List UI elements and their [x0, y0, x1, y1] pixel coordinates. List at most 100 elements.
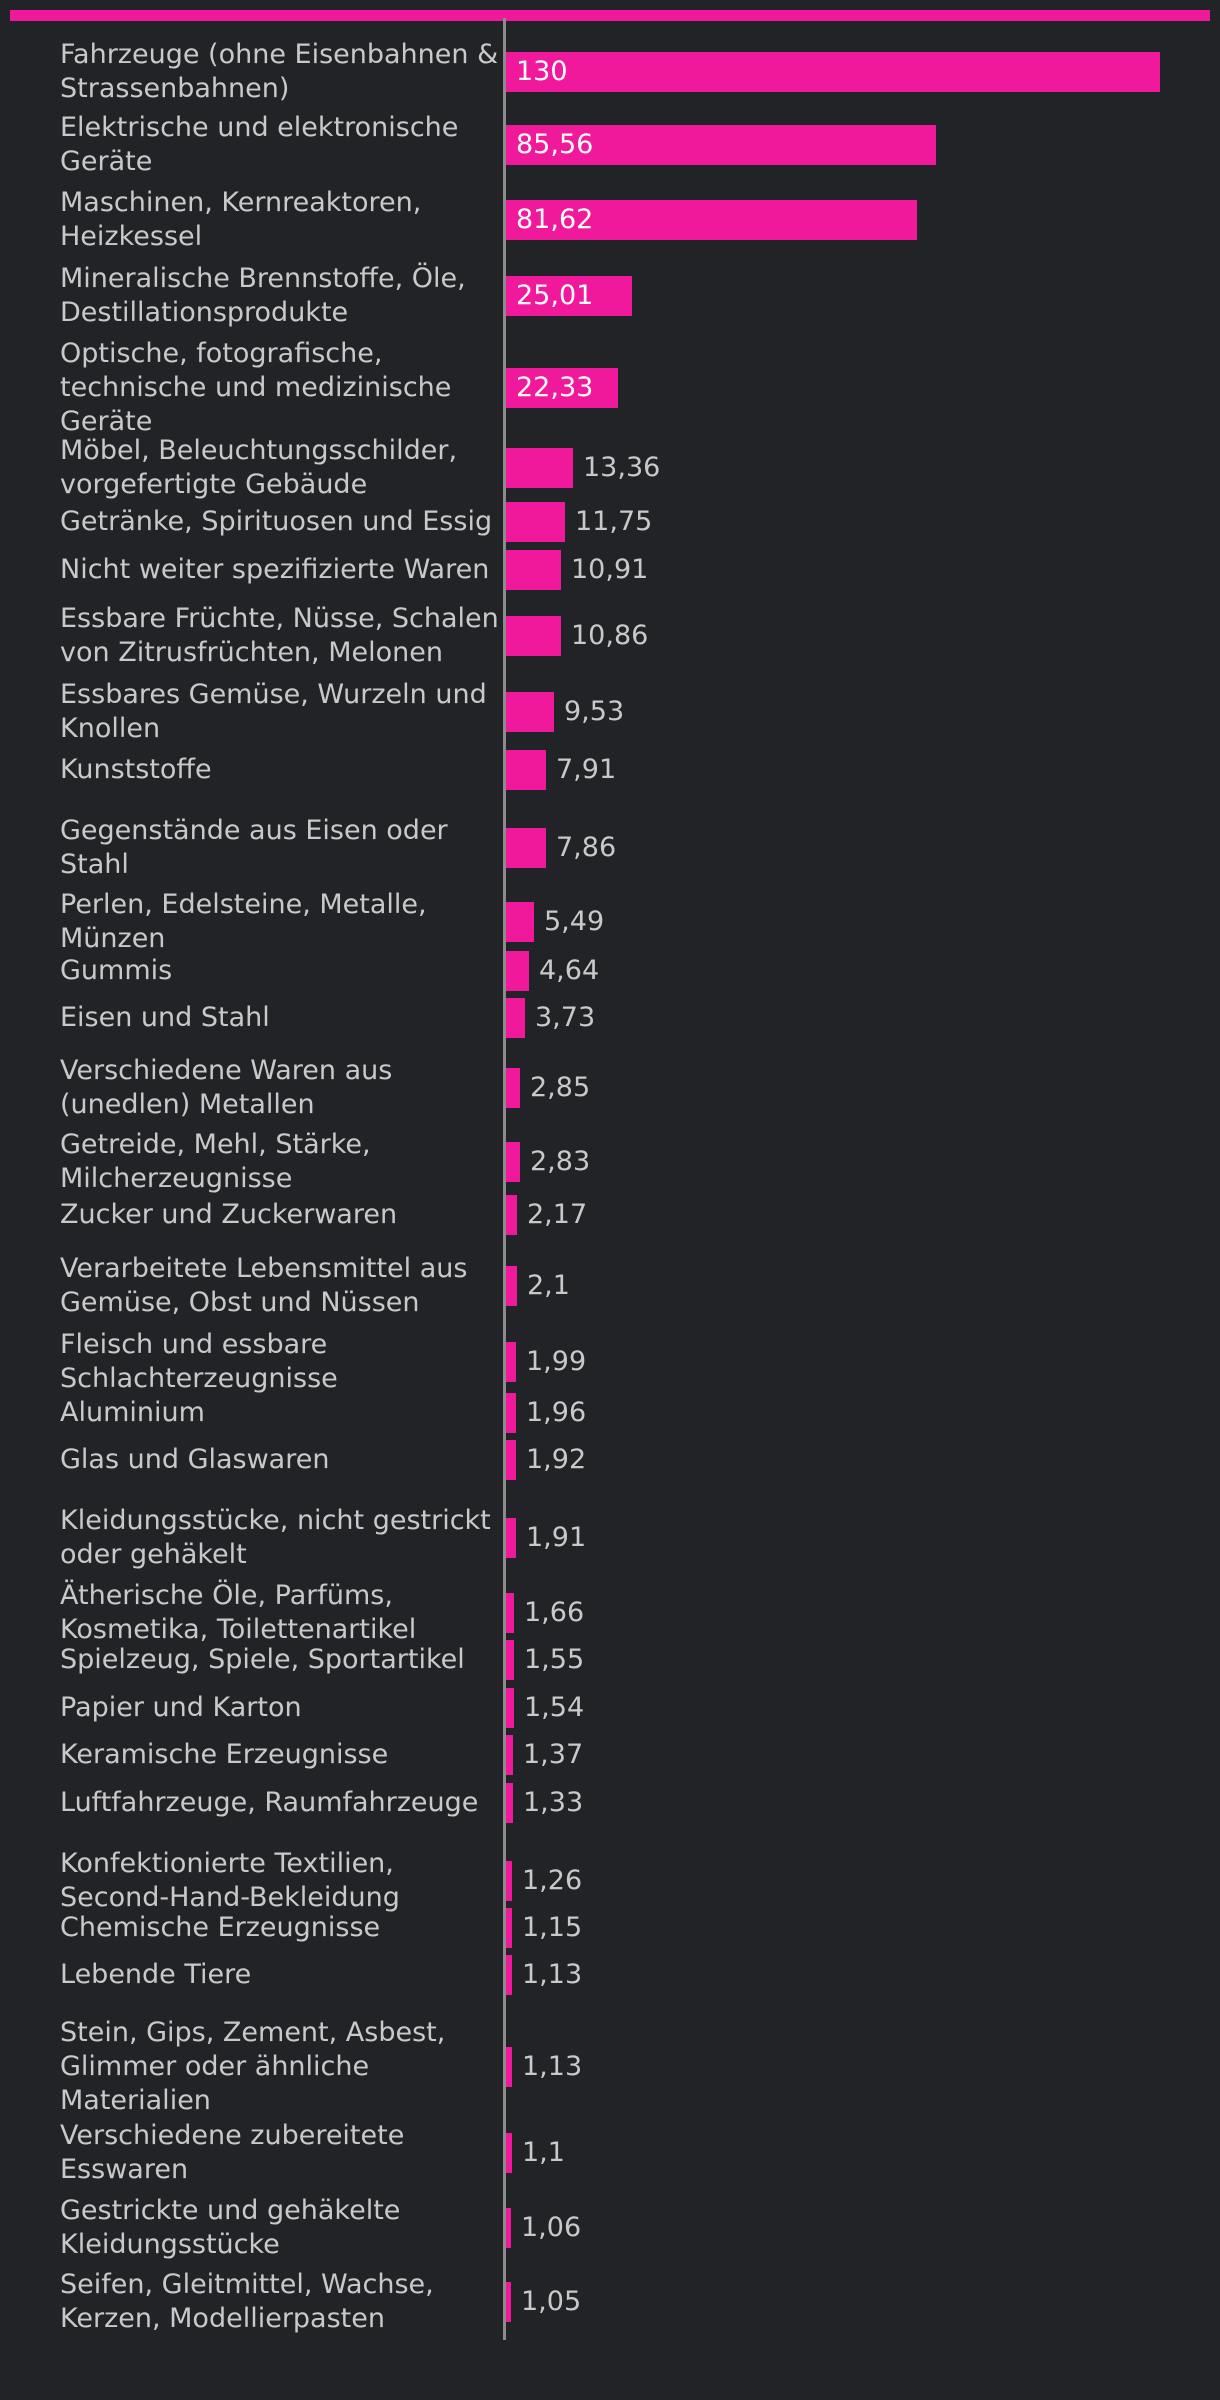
data-label: 1,37 — [523, 1739, 584, 1770]
category-label: Lebende Tiere — [60, 1959, 252, 1990]
data-label: 13,36 — [583, 452, 661, 483]
bar — [506, 902, 534, 942]
data-label: 2,1 — [527, 1270, 570, 1301]
category-label: Eisen und Stahl — [60, 1002, 270, 1033]
data-label: 1,96 — [526, 1397, 587, 1428]
bar — [506, 125, 936, 165]
data-label: 1,13 — [522, 2051, 583, 2082]
category-label: Luftfahrzeuge, Raumfahrzeuge — [60, 1787, 479, 1818]
bar — [506, 1518, 516, 1558]
bar — [506, 1440, 516, 1480]
bar — [506, 692, 554, 732]
data-label: 1,33 — [523, 1787, 584, 1818]
bar — [506, 1640, 514, 1680]
category-label: Keramische Erzeugnisse — [60, 1739, 389, 1770]
data-label: 1,13 — [522, 1959, 583, 1990]
data-label: 85,56 — [516, 129, 594, 160]
category-label: Gummis — [60, 955, 173, 986]
data-label: 1,55 — [524, 1644, 585, 1675]
category-label: Nicht weiter spezifizierte Waren — [60, 554, 490, 585]
category-label: Aluminium — [60, 1397, 205, 1428]
data-label: 1,91 — [526, 1522, 587, 1553]
category-label: Ätherische Öle, Parfüms, Kosmetika, Toil… — [60, 1580, 417, 1645]
bar — [506, 1142, 520, 1182]
bar — [506, 1266, 517, 1306]
bar — [506, 276, 632, 316]
data-label: 1,1 — [522, 2137, 565, 2168]
category-label: Konfektionierte Textilien, Second-Hand-B… — [60, 1848, 400, 1913]
bar — [506, 616, 561, 656]
category-label: Optische, fotografische, technische und … — [60, 338, 452, 437]
data-label: 22,33 — [516, 372, 594, 403]
category-label: Getränke, Spirituosen und Essig — [60, 506, 493, 537]
bar — [506, 951, 529, 991]
category-label: Glas und Glaswaren — [60, 1444, 330, 1475]
data-label: 2,83 — [530, 1146, 591, 1177]
bar — [506, 750, 546, 790]
category-label: Perlen, Edelsteine, Metalle, Münzen — [60, 889, 427, 954]
bar — [506, 1783, 513, 1823]
bar — [506, 448, 573, 488]
bar — [506, 2208, 511, 2248]
data-label: 25,01 — [516, 280, 594, 311]
bar — [506, 1735, 513, 1775]
data-label: 81,62 — [516, 204, 594, 235]
data-label: 10,86 — [571, 620, 649, 651]
bar — [506, 1195, 517, 1235]
category-axis-line — [503, 18, 506, 2340]
category-label: Essbares Gemüse, Wurzeln und Knollen — [60, 679, 487, 744]
category-label: Möbel, Beleuchtungsschilder, vorgefertig… — [60, 435, 458, 500]
bar — [506, 200, 917, 240]
data-label: 1,54 — [524, 1692, 585, 1723]
category-label: Elektrische und elektronische Geräte — [60, 112, 459, 177]
category-label: Maschinen, Kernreaktoren, Heizkessel — [60, 187, 422, 252]
data-label: 1,99 — [526, 1346, 587, 1377]
data-label: 4,64 — [539, 955, 600, 986]
category-label: Essbare Früchte, Nüsse, Schalen von Zitr… — [60, 603, 499, 668]
category-label: Papier und Karton — [60, 1692, 302, 1723]
data-label: 7,86 — [556, 832, 617, 863]
category-label: Fahrzeuge (ohne Eisenbahnen & Strassenba… — [60, 39, 499, 104]
bar — [506, 1908, 512, 1948]
bar — [506, 1955, 512, 1995]
bar — [506, 502, 565, 542]
category-label: Verarbeitete Lebensmittel aus Gemüse, Ob… — [60, 1253, 468, 1318]
data-label: 11,75 — [575, 506, 653, 537]
bar — [506, 2047, 512, 2087]
category-label: Mineralische Brennstoffe, Öle, Destillat… — [60, 263, 466, 328]
bar — [506, 1861, 512, 1901]
data-label: 10,91 — [571, 554, 649, 585]
bar — [506, 550, 561, 590]
category-label: Zucker und Zuckerwaren — [60, 1199, 398, 1230]
bar — [506, 1342, 516, 1382]
category-label: Seifen, Gleitmittel, Wachse, Kerzen, Mod… — [60, 2269, 434, 2334]
bar — [506, 1393, 516, 1433]
bar — [506, 52, 1160, 92]
bar — [506, 1688, 514, 1728]
bar — [506, 828, 546, 868]
category-label: Fleisch und essbare Schlachterzeugnisse — [60, 1329, 338, 1394]
data-label: 1,05 — [521, 2286, 582, 2317]
category-label: Verschiedene zubereitete Esswaren — [60, 2120, 405, 2185]
bar — [506, 1593, 514, 1633]
category-label: Getreide, Mehl, Stärke, Milcherzeugnisse — [60, 1129, 371, 1194]
category-label: Kunststoffe — [60, 754, 212, 785]
data-label: 7,91 — [556, 754, 617, 785]
data-label: 5,49 — [544, 906, 605, 937]
data-label: 2,85 — [530, 1072, 591, 1103]
data-label: 1,15 — [522, 1912, 583, 1943]
category-label: Kleidungsstücke, nicht gestrickt oder ge… — [60, 1505, 491, 1570]
bar — [506, 368, 618, 408]
header-accent-bar — [10, 10, 1210, 21]
data-label: 1,66 — [524, 1597, 585, 1628]
data-label: 2,17 — [527, 1199, 588, 1230]
bar — [506, 1068, 520, 1108]
bar — [506, 2133, 512, 2173]
category-label: Gegenstände aus Eisen oder Stahl — [60, 815, 448, 880]
data-label: 1,26 — [522, 1865, 583, 1896]
data-label: 9,53 — [564, 696, 625, 727]
data-label: 1,92 — [526, 1444, 587, 1475]
category-label: Spielzeug, Spiele, Sportartikel — [60, 1644, 465, 1675]
data-label: 130 — [516, 56, 568, 87]
